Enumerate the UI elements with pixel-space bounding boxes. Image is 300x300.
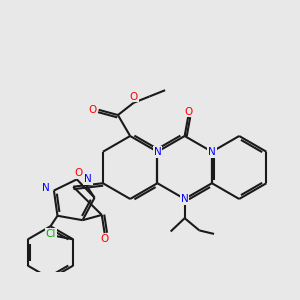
Text: O: O <box>88 105 97 115</box>
Text: O: O <box>100 234 109 244</box>
Text: O: O <box>74 168 83 178</box>
Text: O: O <box>184 106 192 116</box>
Text: N: N <box>84 174 92 184</box>
Text: O: O <box>130 92 138 101</box>
Text: N: N <box>208 147 216 157</box>
Text: Cl: Cl <box>46 229 56 239</box>
Text: N: N <box>42 183 50 193</box>
Text: N: N <box>181 194 188 204</box>
Text: N: N <box>154 147 161 157</box>
